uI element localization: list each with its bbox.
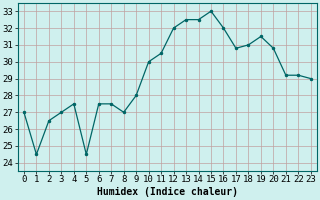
X-axis label: Humidex (Indice chaleur): Humidex (Indice chaleur) bbox=[97, 187, 238, 197]
